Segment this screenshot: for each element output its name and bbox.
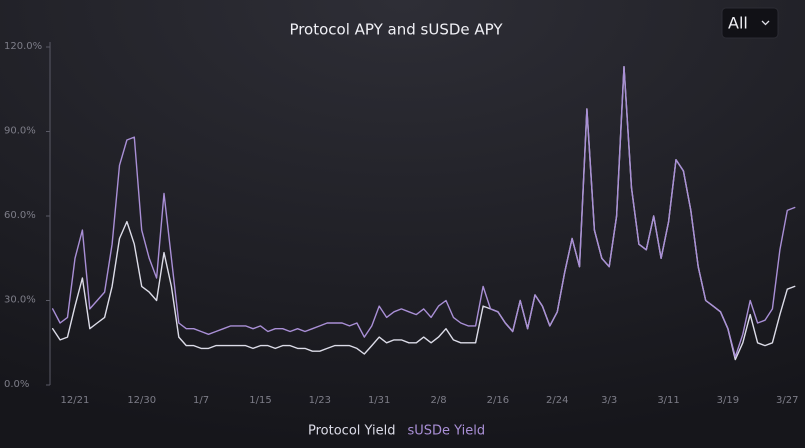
- x-tick-label: 2/24: [546, 395, 568, 406]
- chevron[interactable]: [761, 20, 770, 26]
- y-tick-label: 120.0%: [4, 41, 42, 52]
- y-tick-label: 90.0%: [4, 126, 36, 137]
- x-tick-label: 12/30: [127, 395, 156, 406]
- y-tick-label: 30.0%: [4, 295, 36, 306]
- chart-title: Protocol APY and sUSDe APY: [289, 21, 503, 39]
- range-selector[interactable]: All: [721, 7, 779, 39]
- y-tick-label: 60.0%: [4, 210, 36, 221]
- series-line: [52, 66, 796, 358]
- x-tick-label: 12/21: [61, 395, 90, 406]
- legend-label: Protocol Yield: [308, 424, 395, 439]
- legend-label: sUSDe Yield: [407, 424, 485, 439]
- y-tick-label: 0.0%: [4, 379, 29, 390]
- x-tick-label: 3/11: [657, 395, 679, 406]
- x-tick-label: 2/16: [487, 395, 509, 406]
- x-tick-label: 3/19: [717, 395, 739, 406]
- x-tick-label: 1/15: [249, 395, 271, 406]
- legend: Protocol Yield sUSDe Yield: [308, 424, 485, 439]
- x-tick-label: 2/8: [430, 395, 446, 406]
- x-tick-label: 1/23: [309, 395, 331, 406]
- x-tick-label: 1/31: [368, 395, 390, 406]
- selector-label[interactable]: All: [728, 14, 748, 33]
- x-tick-label: 1/7: [193, 395, 209, 406]
- x-tick-label: 3/27: [776, 395, 798, 406]
- x-tick-label: 3/3: [601, 395, 617, 406]
- selector-box[interactable]: [721, 7, 779, 39]
